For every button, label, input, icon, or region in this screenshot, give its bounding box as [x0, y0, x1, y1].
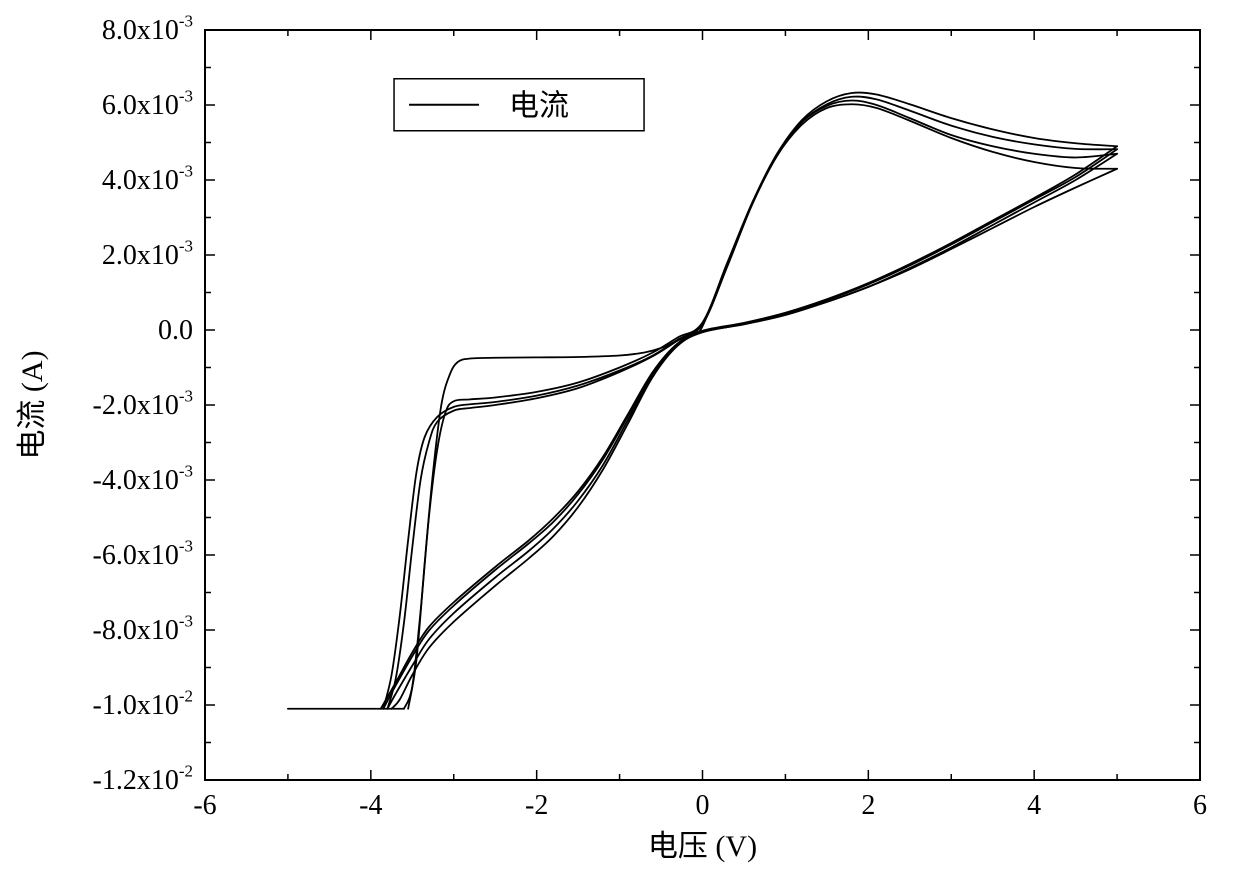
x-tick-label: 6: [1193, 790, 1207, 821]
y-tick-label: 6.0x10-3: [102, 87, 193, 122]
plot-border: [205, 30, 1200, 780]
y-tick-label: 4.0x10-3: [102, 162, 193, 197]
y-tick-label: -4.0x10-3: [93, 462, 194, 497]
curve-sweep1-rise: [404, 100, 1117, 708]
x-tick-label: -6: [193, 790, 216, 821]
curve-sweep2-return: [383, 149, 1117, 709]
y-tick-label: -8.0x10-3: [93, 612, 194, 647]
y-tick-label: -6.0x10-3: [93, 537, 194, 572]
x-tick-label: 0: [696, 790, 710, 821]
iv-chart: -6 -4 -2 0 2 4 6 电压 (V) -1.2x10-2 -1.0x10-2 -8.0x1…: [0, 0, 1240, 885]
curve-sweep3-rise: [383, 92, 1117, 708]
y-tick-label: -1.2x10-2: [93, 762, 194, 797]
x-tick-label: 4: [1027, 790, 1041, 821]
x-tick-label: -4: [359, 790, 382, 821]
x-axis-label: 电压 (V): [648, 830, 757, 863]
curve-sweep1-return: [387, 154, 1117, 709]
x-tick-label: -2: [525, 790, 548, 821]
y-tick-label: 8.0x10-3: [102, 12, 193, 47]
y-axis-label: 电流 (A): [16, 350, 49, 459]
series-group: [288, 92, 1117, 708]
y-tick-label: 2.0x10-3: [102, 237, 193, 272]
legend-label: 电流: [509, 89, 569, 122]
x-tick-label: 2: [861, 790, 875, 821]
y-tick-label: -1.0x10-2: [93, 687, 194, 722]
curve-sweep-inner-return: [392, 169, 1118, 709]
curve-sweep-inner-rise: [408, 104, 1117, 709]
y-tick-label: 0.0: [158, 315, 193, 346]
y-tick-label: -2.0x10-3: [93, 387, 194, 422]
chart-svg: -6 -4 -2 0 2 4 6 电压 (V) -1.2x10-2 -1.0x10-2 -8.0x1…: [0, 0, 1240, 885]
curve-sweep3-return: [381, 146, 1117, 709]
